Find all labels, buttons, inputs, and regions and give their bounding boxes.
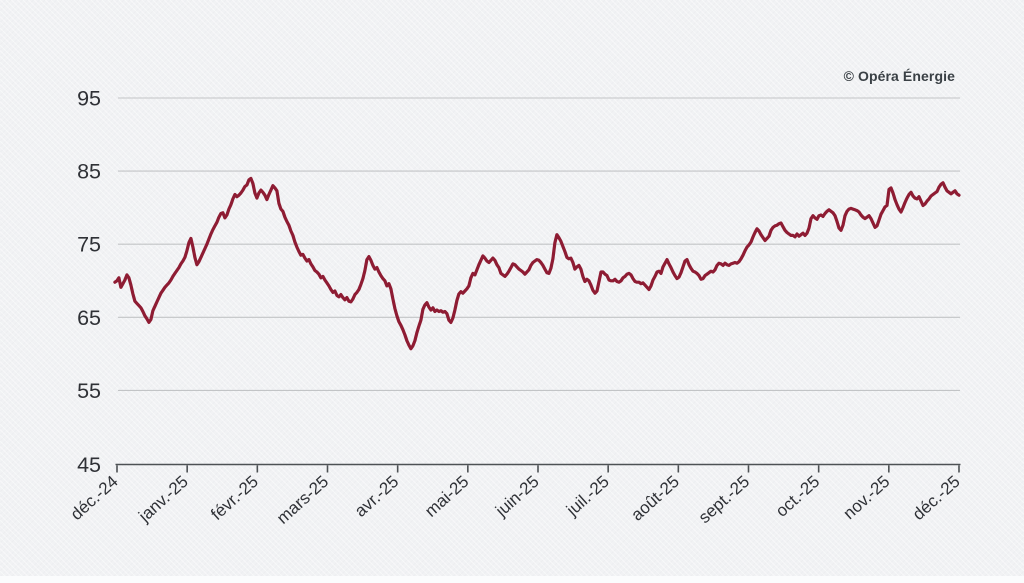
price-line-series — [113, 176, 961, 351]
y-tick-label-65: 65 — [77, 306, 101, 330]
x-tick-label-9: sept.-25 — [695, 472, 753, 527]
x-tick-label-0: déc.-24 — [67, 472, 122, 524]
x-tick-label-10: oct.-25 — [772, 472, 823, 521]
x-tick-label-8: août-25 — [627, 472, 683, 525]
x-tick-label-5: mai-25 — [421, 472, 472, 521]
x-tick-label-6: juin-25 — [491, 472, 542, 521]
bottom-strip — [0, 576, 1024, 583]
y-tick-label-75: 75 — [77, 233, 101, 257]
x-tick-label-3: mars-25 — [273, 472, 332, 528]
y-tick-label-85: 85 — [77, 160, 101, 184]
watermark-opera-energie: © Opéra Énergie — [843, 68, 955, 84]
x-tick-label-11: nov.-25 — [840, 472, 894, 523]
y-tick-label-95: 95 — [77, 87, 101, 111]
x-tick-label-2: févr.-25 — [207, 472, 262, 524]
x-tick-label-4: avr.-25 — [351, 472, 402, 521]
y-tick-label-55: 55 — [77, 379, 101, 403]
x-tick-label-12: déc.-25 — [909, 472, 964, 524]
y-tick-label-45: 45 — [77, 453, 101, 477]
x-tick-label-7: juil.-25 — [562, 472, 613, 520]
x-tick-label-1: janv.-25 — [134, 472, 191, 526]
